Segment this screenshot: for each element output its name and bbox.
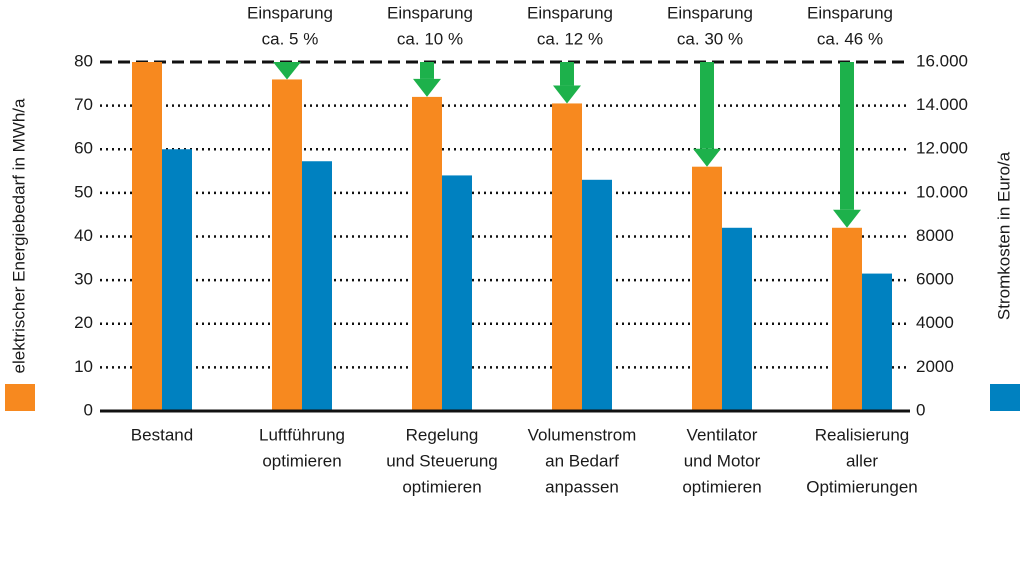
bar	[832, 227, 862, 411]
x-tick-label: Ventilator	[687, 425, 758, 444]
y2-tick-label: 0	[916, 400, 925, 419]
y2-tick-label: 2000	[916, 357, 954, 376]
arrow-head	[833, 209, 861, 228]
y2-tick-label: 4000	[916, 313, 954, 332]
x-tick-label: Optimierungen	[806, 477, 918, 496]
y-tick-label: 10	[74, 357, 93, 376]
annotation: Einsparung	[247, 3, 333, 22]
x-tick-label: an Bedarf	[545, 451, 619, 470]
y-tick-label: 20	[74, 313, 93, 332]
bar	[582, 179, 612, 411]
annotation: ca. 30 %	[677, 29, 743, 48]
y-tick-label: 0	[84, 400, 93, 419]
annotation: Einsparung	[807, 3, 893, 22]
bar	[132, 62, 162, 411]
y-axis-label: elektrischer Energiebedarf in MWh/a	[9, 98, 28, 374]
legend-swatch	[5, 384, 35, 411]
x-tick-label: optimieren	[682, 477, 761, 496]
y2-tick-label: 12.000	[916, 139, 968, 158]
annotation: Einsparung	[387, 3, 473, 22]
x-tick-label: Regelung	[406, 425, 479, 444]
annotation: Einsparung	[667, 3, 753, 22]
x-tick-label: optimieren	[402, 477, 481, 496]
bar	[692, 166, 722, 411]
annotation: Einsparung	[527, 3, 613, 22]
bar	[302, 161, 332, 411]
arrow-shaft	[840, 62, 854, 210]
x-tick-label: und Steuerung	[386, 451, 498, 470]
arrow-shaft	[700, 62, 714, 149]
x-tick-label: Bestand	[131, 425, 193, 444]
arrow-head	[693, 148, 721, 167]
y2-tick-label: 8000	[916, 226, 954, 245]
bar	[412, 96, 442, 412]
x-tick-label: optimieren	[262, 451, 341, 470]
x-tick-label: und Motor	[684, 451, 761, 470]
x-tick-label: aller	[846, 451, 878, 470]
x-tick-label: Realisierung	[815, 425, 910, 444]
arrow-head	[553, 85, 581, 104]
bar	[442, 175, 472, 411]
annotation: ca. 12 %	[537, 29, 603, 48]
y-tick-label: 60	[74, 139, 93, 158]
y-tick-label: 40	[74, 226, 93, 245]
y2-tick-label: 10.000	[916, 182, 968, 201]
y-tick-label: 70	[74, 95, 93, 114]
y2-axis-label: Stromkosten in Euro/a	[994, 151, 1013, 320]
bar	[552, 103, 582, 411]
bar	[862, 273, 892, 411]
y2-tick-label: 6000	[916, 270, 954, 289]
bar	[162, 149, 192, 411]
y2-tick-label: 16.000	[916, 51, 968, 70]
y2-tick-label: 14.000	[916, 95, 968, 114]
arrow-shaft	[420, 62, 434, 79]
y-tick-label: 30	[74, 270, 93, 289]
x-tick-label: Luftführung	[259, 425, 345, 444]
arrow-head	[273, 62, 301, 80]
bar	[722, 227, 752, 411]
annotation: ca. 46 %	[817, 29, 883, 48]
y-tick-label: 80	[74, 51, 93, 70]
y-tick-label: 50	[74, 182, 93, 201]
annotation: ca. 5 %	[262, 29, 319, 48]
arrow-shaft	[560, 62, 574, 86]
bar	[272, 79, 302, 411]
x-tick-label: Volumenstrom	[528, 425, 637, 444]
annotation: ca. 10 %	[397, 29, 463, 48]
x-tick-label: anpassen	[545, 477, 619, 496]
arrow-head	[413, 78, 441, 97]
legend-swatch	[990, 384, 1020, 411]
